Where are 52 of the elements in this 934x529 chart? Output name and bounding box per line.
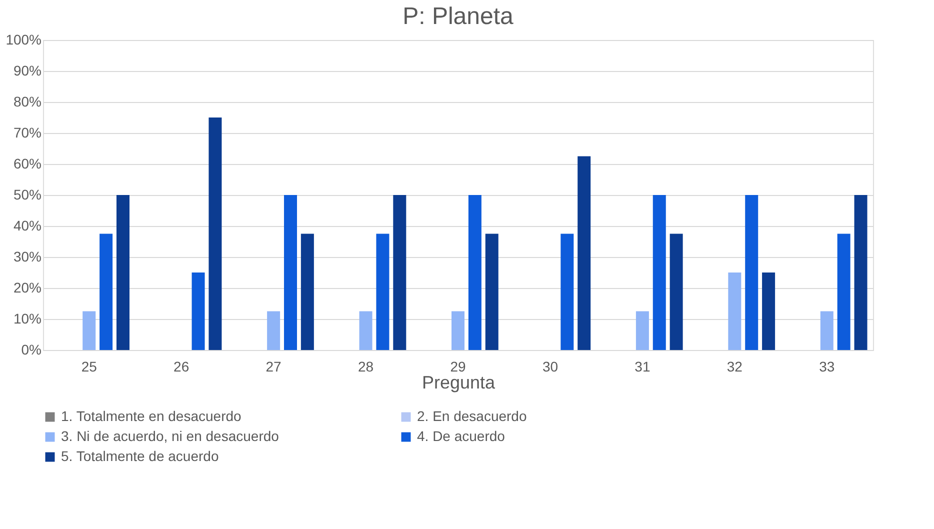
x-tick-label: 28 [358, 358, 374, 374]
y-tick-label: 20% [13, 280, 42, 296]
x-tick-label: 29 [450, 358, 466, 374]
y-tick-label: 50% [13, 186, 42, 202]
bar [636, 311, 649, 350]
bar [359, 311, 372, 350]
bar [652, 195, 666, 350]
bar [854, 195, 868, 350]
bar [762, 272, 776, 350]
legend-label: 3. Ni de acuerdo, ni en desacuerdo [61, 428, 280, 444]
bar [468, 195, 482, 350]
bar [578, 156, 591, 350]
y-tick-label: 80% [13, 94, 42, 110]
y-tick-label: 30% [13, 248, 42, 264]
y-tick-label: 0% [21, 342, 42, 358]
x-tick-label: 25 [81, 358, 98, 374]
legend-label: 1. Totalmente en desacuerdo [61, 408, 242, 424]
legend-label: 4. De acuerdo [417, 428, 506, 444]
bar [485, 234, 498, 350]
y-tick-label: 90% [13, 62, 42, 78]
bar [267, 311, 280, 350]
bar [393, 195, 406, 350]
y-tick-label: 70% [13, 124, 42, 140]
bar [300, 234, 314, 350]
x-tick-label: 31 [634, 358, 650, 374]
bar [82, 311, 96, 350]
x-axis-title: Pregunta [422, 372, 496, 392]
bar [837, 234, 850, 350]
legend-label: 5. Totalmente de acuerdo [61, 448, 219, 464]
bar [100, 234, 113, 350]
x-tick-label: 32 [726, 358, 743, 374]
bar [560, 234, 574, 350]
bar [745, 195, 758, 350]
legend-label: 2. En desacuerdo [417, 408, 527, 424]
y-tick-label: 40% [13, 218, 42, 234]
chart-title: P: Planeta [402, 3, 514, 30]
bar [376, 234, 390, 350]
x-tick-label: 26 [174, 358, 190, 374]
bar [116, 195, 130, 350]
y-tick-label: 10% [13, 310, 42, 326]
x-tick-label: 33 [819, 358, 835, 374]
x-tick-label: 27 [266, 358, 282, 374]
bar [820, 311, 834, 350]
bar [208, 118, 222, 350]
y-tick-label: 100% [6, 32, 42, 48]
x-tick-label: 30 [542, 358, 558, 374]
bar [728, 272, 742, 350]
y-tick-label: 60% [13, 156, 42, 172]
bar [670, 234, 683, 350]
bar [452, 311, 464, 350]
bar [284, 195, 297, 350]
bar [192, 272, 205, 350]
